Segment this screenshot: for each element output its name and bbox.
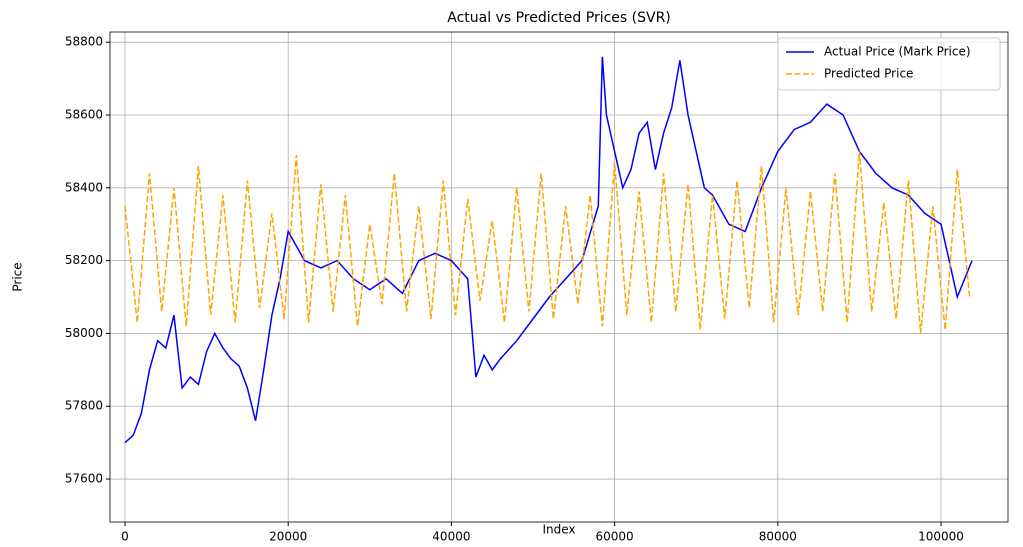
data-line: [124, 151, 971, 334]
x-tick-label: 60000: [596, 530, 634, 544]
x-tick-label: 0: [121, 530, 129, 544]
legend-box: [777, 37, 1001, 91]
y-tick-label: 58000: [65, 326, 103, 340]
chart-title: Actual vs Predicted Prices (SVR): [447, 10, 671, 26]
y-tick-label: 58800: [65, 35, 103, 49]
x-tick-label: 100000: [918, 530, 964, 544]
plot-frame: [109, 31, 1009, 523]
legend-label: Actual Price (Mark Price): [824, 45, 971, 59]
x-tick-label: 80000: [759, 530, 797, 544]
data-line: [124, 56, 973, 444]
x-axis-label: Index: [542, 523, 575, 537]
x-tick-label: 40000: [432, 530, 470, 544]
y-tick-label: 58400: [65, 180, 103, 194]
x-tick-label: 20000: [269, 530, 307, 544]
y-axis-label: Price: [11, 262, 25, 291]
y-tick-label: 58200: [65, 253, 103, 267]
y-tick-label: 57800: [65, 399, 103, 413]
y-tick-label: 57600: [65, 472, 103, 486]
y-tick-label: 58600: [65, 108, 103, 122]
legend-label: Predicted Price: [824, 67, 913, 81]
